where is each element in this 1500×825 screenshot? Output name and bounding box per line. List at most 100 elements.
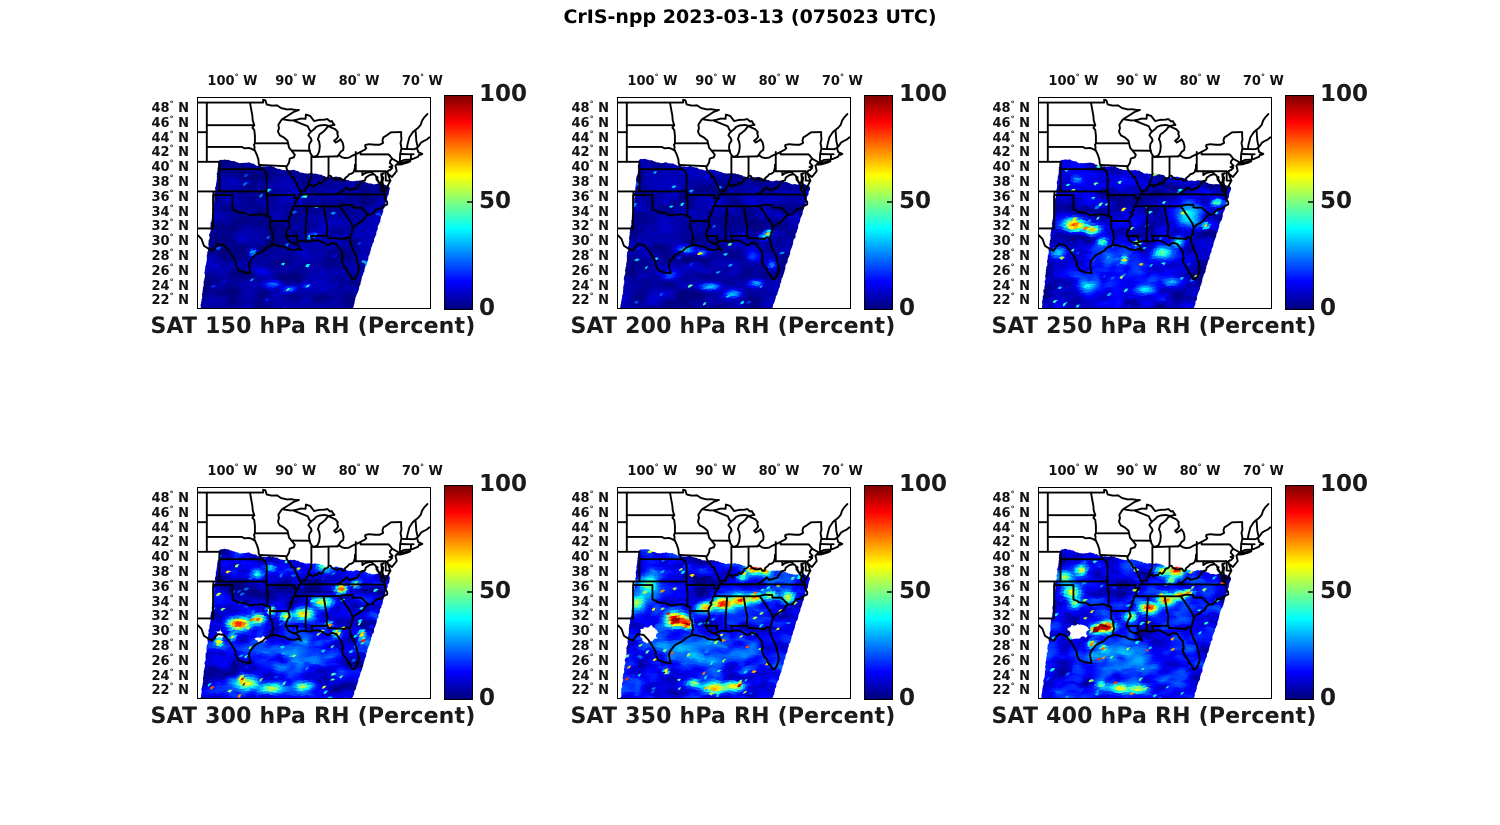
subplot-title: SAT 300 hPa RH (Percent) — [150, 704, 476, 729]
colorbar-tick-label: 0 — [479, 685, 496, 711]
degree-symbol: ° — [1010, 292, 1015, 302]
lat-tick-label: 24° N — [571, 667, 610, 684]
degree-symbol: ° — [169, 637, 174, 647]
lon-tick-label: 90° W — [1116, 72, 1158, 89]
lat-tick-label: 28° N — [992, 637, 1031, 655]
lon-tick-label: 100° W — [207, 462, 258, 479]
degree-symbol: ° — [589, 534, 594, 544]
lat-tick-label: 44° N — [571, 129, 610, 146]
lon-tick-label: 100° W — [627, 462, 678, 479]
colorbar-tick-label: 50 — [479, 188, 512, 214]
lat-tick-label: 22° N — [151, 292, 190, 309]
degree-symbol: ° — [589, 173, 594, 183]
degree-symbol: ° — [1010, 534, 1015, 544]
degree-symbol: ° — [589, 652, 594, 662]
lat-tick-label: 32° N — [151, 218, 190, 235]
lat-tick-label: 36° N — [151, 188, 190, 205]
panel-250hpa: SAT 250 hPa RH (Percent) 48° N 46° N 44° N… — [976, 62, 1368, 357]
lat-tick-label: 30° N — [992, 232, 1031, 250]
lat-tick-label: 22° N — [151, 682, 190, 699]
lon-tick-label: 100° W — [1048, 462, 1099, 479]
degree-symbol: ° — [169, 667, 174, 677]
lat-tick-label: 36° N — [571, 578, 610, 595]
lat-tick-label: 30° N — [151, 232, 190, 250]
degree-symbol: ° — [169, 232, 174, 242]
degree-symbol: ° — [1010, 593, 1015, 603]
degree-symbol: ° — [776, 462, 781, 472]
degree-symbol: ° — [839, 462, 844, 472]
degree-symbol: ° — [169, 504, 174, 514]
colorbar-tick-label: 0 — [899, 295, 916, 321]
degree-symbol: ° — [589, 519, 594, 529]
panel-300hpa: SAT 300 hPa RH (Percent) 48° N 46° N 44° N… — [135, 452, 527, 747]
lat-tick-label: 48° N — [992, 99, 1031, 116]
lat-tick-label: 26° N — [571, 652, 610, 669]
colorbar-tick-label: 100 — [479, 471, 528, 497]
lat-tick-label: 36° N — [151, 578, 190, 595]
lat-tick-label: 24° N — [992, 667, 1031, 684]
degree-symbol: ° — [169, 622, 174, 632]
lon-tick-label: 80° W — [758, 72, 800, 89]
lon-tick-label: 90° W — [695, 72, 737, 89]
degree-symbol: ° — [1010, 218, 1015, 228]
degree-symbol: ° — [1010, 608, 1015, 618]
degree-symbol: ° — [589, 158, 594, 168]
degree-symbol: ° — [234, 72, 239, 82]
degree-symbol: ° — [169, 129, 174, 139]
lat-tick-label: 48° N — [571, 99, 610, 116]
degree-symbol: ° — [1010, 232, 1015, 242]
degree-symbol: ° — [1010, 158, 1015, 168]
degree-symbol: ° — [1010, 203, 1015, 213]
degree-symbol: ° — [839, 72, 844, 82]
figure-title: CrIS-npp 2023-03-13 (075023 UTC) — [563, 6, 937, 28]
degree-symbol: ° — [589, 563, 594, 573]
degree-symbol: ° — [356, 462, 361, 472]
degree-symbol: ° — [589, 232, 594, 242]
degree-symbol: ° — [589, 608, 594, 618]
degree-symbol: ° — [1010, 262, 1015, 272]
colorbar-tick-label: 0 — [479, 295, 496, 321]
degree-symbol: ° — [169, 608, 174, 618]
lat-tick-label: 46° N — [571, 504, 610, 521]
degree-symbol: ° — [169, 144, 174, 154]
lat-tick-label: 32° N — [151, 608, 190, 625]
panel-350hpa: SAT 350 hPa RH (Percent) 48° N 46° N 44° N… — [555, 452, 947, 747]
lon-tick-label: 80° W — [1179, 462, 1221, 479]
lat-tick-label: 38° N — [151, 563, 190, 580]
subplot-title: SAT 200 hPa RH (Percent) — [570, 314, 896, 339]
lat-tick-label: 46° N — [992, 504, 1031, 521]
lon-tick-label: 70° W — [401, 72, 443, 89]
lon-tick-label: 80° W — [758, 462, 800, 479]
map-canvas-300hpa — [135, 452, 525, 747]
lon-tick-label: 70° W — [401, 462, 443, 479]
lon-tick-label: 70° W — [1242, 462, 1284, 479]
colorbar-tick-label: 0 — [899, 685, 916, 711]
lat-tick-label: 30° N — [571, 232, 610, 250]
lat-tick-label: 28° N — [992, 247, 1031, 265]
degree-symbol: ° — [169, 114, 174, 124]
degree-symbol: ° — [654, 462, 659, 472]
degree-symbol: ° — [1197, 462, 1202, 472]
lat-tick-label: 36° N — [571, 188, 610, 205]
lat-tick-label: 34° N — [571, 593, 610, 610]
lon-tick-label: 80° W — [1179, 72, 1221, 89]
degree-symbol: ° — [169, 519, 174, 529]
degree-symbol: ° — [169, 173, 174, 183]
lat-tick-label: 30° N — [571, 622, 610, 640]
lon-tick-label: 70° W — [821, 462, 863, 479]
map-canvas-250hpa — [976, 62, 1366, 357]
degree-symbol: ° — [589, 682, 594, 692]
degree-symbol: ° — [293, 462, 298, 472]
lat-tick-label: 28° N — [571, 247, 610, 265]
colorbar-tick-label: 50 — [479, 578, 512, 604]
lat-tick-label: 26° N — [151, 262, 190, 279]
lat-tick-label: 34° N — [151, 203, 190, 220]
degree-symbol: ° — [589, 188, 594, 198]
colorbar-tick-label: 100 — [1320, 81, 1369, 107]
degree-symbol: ° — [169, 682, 174, 692]
lat-tick-label: 44° N — [151, 129, 190, 146]
degree-symbol: ° — [1197, 72, 1202, 82]
lon-tick-label: 80° W — [338, 462, 380, 479]
lat-tick-label: 40° N — [151, 548, 190, 566]
lat-tick-label: 42° N — [571, 534, 610, 551]
